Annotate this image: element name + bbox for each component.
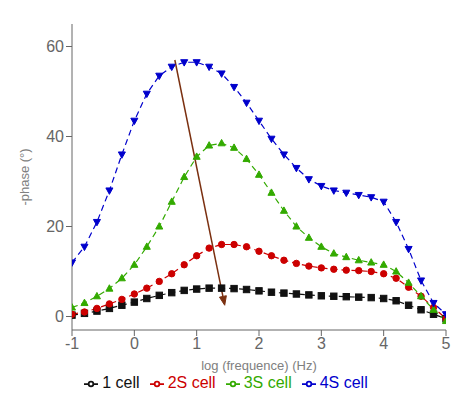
- html-text:3S cell: 3S cell: [243, 374, 292, 391]
- svg-text:20: 20: [46, 218, 64, 235]
- svg-text:1: 1: [192, 335, 201, 352]
- svg-text:0: 0: [55, 308, 64, 325]
- svg-text:-phase (°): -phase (°): [17, 148, 32, 205]
- html-text:2S cell: 2S cell: [167, 374, 216, 391]
- svg-text:60: 60: [46, 38, 64, 55]
- svg-text:-1: -1: [65, 335, 79, 352]
- svg-text:0: 0: [130, 335, 139, 352]
- svg-text:2: 2: [255, 335, 264, 352]
- svg-text:log (frequence) (Hz): log (frequence) (Hz): [201, 358, 317, 373]
- svg-text:4: 4: [379, 335, 388, 352]
- svg-text:40: 40: [46, 128, 64, 145]
- svg-text:5: 5: [442, 335, 451, 352]
- svg-text:3: 3: [317, 335, 326, 352]
- html-text:1 cell: 1 cell: [102, 374, 140, 391]
- html-text:4S cell: 4S cell: [319, 374, 368, 391]
